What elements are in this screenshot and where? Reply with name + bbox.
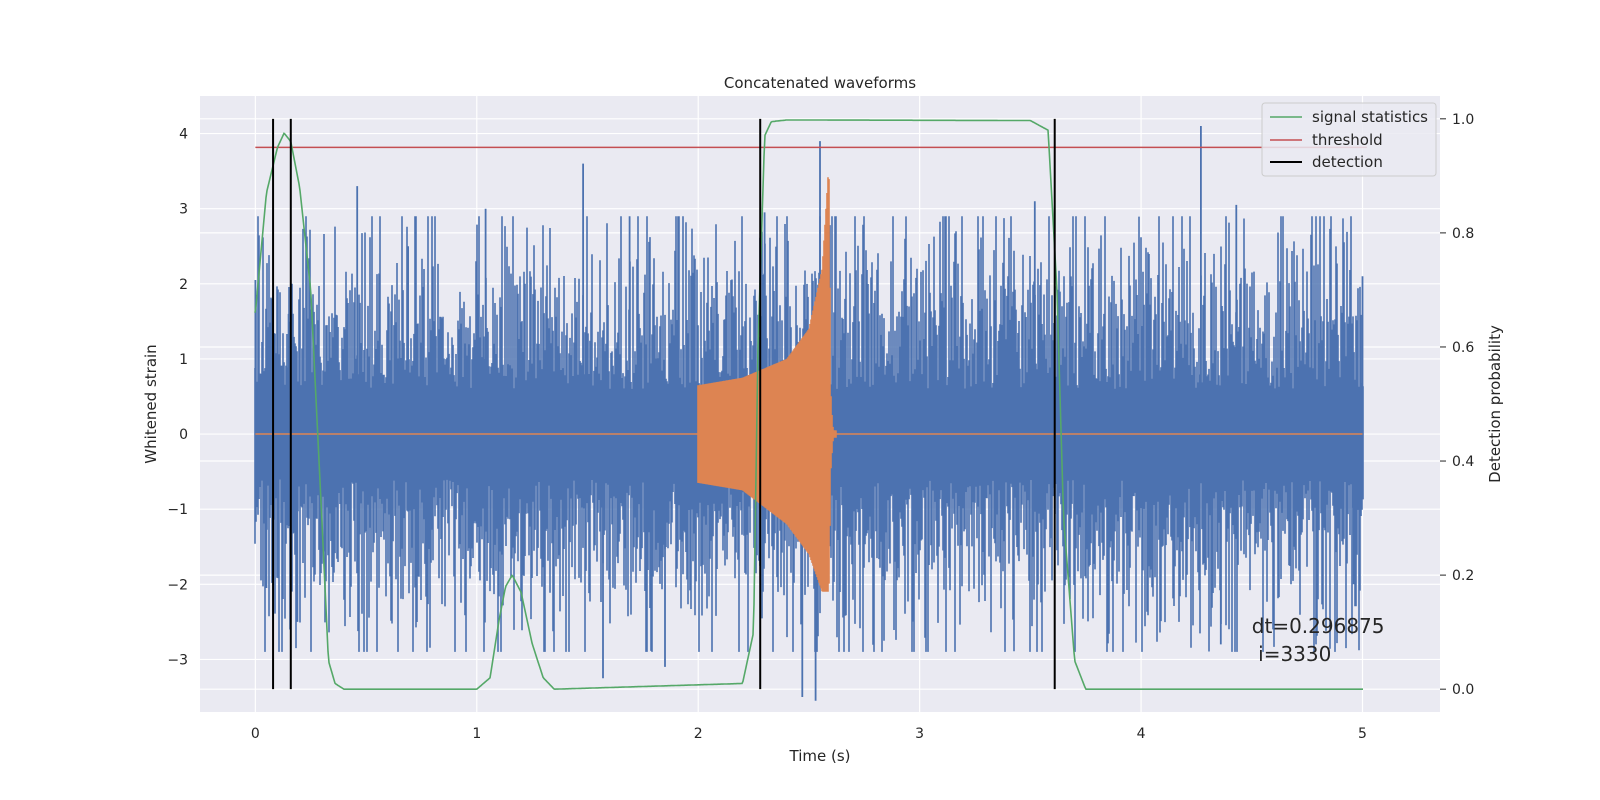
annotation-i: i=3330 bbox=[1252, 642, 1332, 666]
y-left-tick-label-5: 2 bbox=[179, 277, 188, 293]
y-right-tick-label-3: 0.6 bbox=[1452, 340, 1474, 356]
y-left-tick-label-3: 0 bbox=[179, 427, 188, 443]
y-axis-right: 0.0 0.2 0.4 0.6 0.8 1.0 bbox=[1440, 112, 1474, 698]
legend-label-detection: detection bbox=[1312, 153, 1383, 171]
x-tick-label-1: 1 bbox=[472, 726, 481, 742]
x-tick-label-0: 0 bbox=[251, 726, 260, 742]
series-layer bbox=[254, 118, 1367, 701]
y-left-tick-label-0: −3 bbox=[167, 652, 188, 668]
x-axis-label: Time (s) bbox=[789, 747, 851, 765]
x-tick-label-5: 5 bbox=[1358, 726, 1367, 742]
y-right-tick-label-1: 0.2 bbox=[1452, 568, 1474, 584]
y-axis-left: −3 −2 −1 0 1 2 3 4 bbox=[167, 127, 188, 669]
annotation: dt=0.296875 i=3330 bbox=[1252, 614, 1385, 666]
y-axis-right-label: Detection probability bbox=[1486, 325, 1504, 483]
chirp-waveform-series bbox=[255, 177, 1363, 592]
x-tick-label-4: 4 bbox=[1137, 726, 1146, 742]
y-left-tick-label-7: 4 bbox=[179, 127, 188, 143]
x-axis: 0 1 2 3 4 5 bbox=[251, 726, 1367, 742]
y-left-tick-label-2: −1 bbox=[167, 502, 188, 518]
chart-title: Concatenated waveforms bbox=[724, 74, 916, 92]
y-axis-left-label: Whitened strain bbox=[142, 344, 160, 463]
legend-frame bbox=[1261, 102, 1437, 177]
x-tick-label-3: 3 bbox=[915, 726, 924, 742]
y-right-tick-label-0: 0.0 bbox=[1452, 682, 1474, 698]
y-right-tick-label-5: 1.0 bbox=[1452, 112, 1474, 128]
legend-label-threshold: threshold bbox=[1312, 131, 1383, 149]
annotation-dt: dt=0.296875 bbox=[1252, 614, 1385, 638]
legend: signal statistics threshold detection bbox=[1261, 102, 1437, 177]
signal-statistics-line bbox=[254, 119, 1363, 691]
y-right-tick-label-2: 0.4 bbox=[1452, 454, 1474, 470]
x-tick-label-2: 2 bbox=[694, 726, 703, 742]
y-left-tick-label-1: −2 bbox=[167, 577, 188, 593]
legend-label-signal-statistics: signal statistics bbox=[1312, 108, 1428, 126]
y-right-tick-label-4: 0.8 bbox=[1452, 226, 1474, 242]
y-left-tick-label-6: 3 bbox=[179, 202, 188, 218]
y-left-tick-label-4: 1 bbox=[179, 352, 188, 368]
